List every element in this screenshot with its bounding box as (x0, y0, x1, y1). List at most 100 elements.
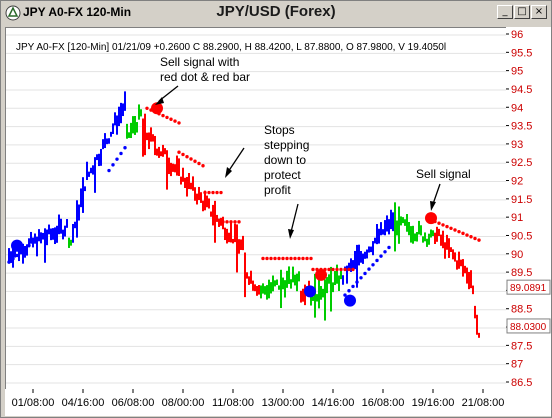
stop-dot (193, 159, 197, 163)
annotation-line: Sell signal with (160, 55, 239, 69)
y-tick-label: 94.5 (511, 84, 532, 96)
y-tick-label: 96 (511, 29, 523, 41)
close-icon: × (534, 6, 544, 17)
stop-dot (363, 271, 367, 276)
stop-dot (305, 256, 309, 261)
minimize-button[interactable]: _ (497, 5, 513, 19)
title-bar[interactable]: JPY A0-FX 120-Min JPY/USD (Forex) _ □ × (1, 1, 551, 25)
stop-dot (359, 276, 363, 280)
y-tick-label: 95.5 (511, 47, 532, 59)
annotation-line: Sell signal (416, 167, 471, 181)
stop-dot (261, 256, 265, 261)
x-tick-label: 01/08:00 (12, 397, 55, 409)
stop-dot (281, 256, 285, 261)
signal-dot (304, 285, 316, 298)
stop-dot (311, 267, 315, 272)
x-tick-label: 11/08:00 (212, 397, 254, 409)
x-tick-label: 21/08:00 (462, 397, 505, 409)
stop-dot (211, 190, 215, 195)
stop-dot (11, 257, 15, 261)
y-tick-label: 92.5 (511, 157, 532, 169)
stop-dot (449, 226, 453, 231)
stop-dot (445, 224, 449, 229)
stop-dot (229, 220, 233, 224)
x-axis[interactable]: 01/08:00 04/16:00 06/08:00 08/00:00 11/08:00… (5, 389, 551, 416)
x-tick-label: 13/00:00 (262, 397, 305, 409)
signal-dot (11, 239, 23, 252)
stop-dot (265, 256, 269, 261)
stop-dot (351, 284, 355, 289)
stop-dot (289, 256, 293, 261)
arrowhead (288, 229, 294, 239)
annotation-line: down to (264, 153, 306, 167)
y-tick-label: 88.5 (511, 304, 532, 316)
y-tick-label: 90 (511, 249, 523, 261)
app-icon (5, 5, 21, 21)
stop-dot (169, 117, 173, 121)
maximize-icon: □ (517, 6, 527, 17)
stop-dot (297, 256, 301, 261)
stop-dot (233, 220, 237, 224)
price-bars (8, 91, 480, 338)
arrowhead (430, 201, 436, 211)
stop-dot (457, 229, 461, 234)
stop-dot (437, 221, 441, 225)
maximize-button[interactable]: □ (514, 5, 530, 19)
stop-dot (371, 263, 375, 267)
signal-dot (151, 102, 163, 115)
stop-dot (355, 280, 359, 284)
annotation-sell-signal-red-dot: Sell signal with red dot & red bar (155, 55, 250, 105)
x-tick-label: 06/08:00 (112, 397, 155, 409)
plot-area[interactable]: JPY A0-FX [120-Min] 01/21/09 +0.2600 C 8… (5, 27, 507, 391)
signal-dots (11, 102, 437, 307)
y-tick-label: 86.5 (511, 377, 532, 389)
stop-dot (327, 267, 331, 272)
stop-dot (19, 250, 23, 254)
stop-dot (441, 223, 445, 227)
y-tick-label: 87 (511, 359, 523, 371)
stop-dot (331, 267, 335, 272)
stop-dot (387, 245, 391, 250)
stop-dot (375, 258, 379, 263)
y-tick-label: 95 (511, 66, 523, 78)
stop-dot (225, 220, 229, 224)
stop-dot (23, 247, 27, 251)
y-tick-label: 89.5 (511, 267, 532, 279)
y-tick-label: 91.5 (511, 194, 532, 206)
stop-dot (293, 256, 297, 261)
stop-dot (351, 267, 355, 272)
stop-dot (285, 256, 289, 261)
y-tick-label: 91 (511, 212, 523, 224)
stop-dot (173, 119, 177, 123)
y-axis[interactable]: 86.58787.58888.58989.59090.59191.59292.5… (506, 27, 551, 389)
price-chart[interactable]: JPY A0-FX [120-Min] 01/21/09 +0.2600 C 8… (6, 28, 506, 390)
stop-dot (269, 256, 273, 261)
stop-dot (111, 163, 115, 167)
minimize-icon: _ (502, 6, 508, 17)
stop-dot (165, 115, 169, 120)
annotation-arrow (227, 147, 245, 173)
stop-dot (219, 190, 223, 195)
y-tick-label: 90.5 (511, 230, 532, 242)
stop-dot (201, 164, 205, 168)
annotation-stops-stepping: Stops stepping down to protect profit (225, 123, 309, 239)
stop-dot (335, 267, 339, 272)
stop-dot (119, 151, 123, 156)
stop-dot (301, 256, 305, 261)
arrowhead (155, 97, 164, 105)
stop-dot (215, 190, 219, 195)
y-tick-label: 93 (511, 139, 523, 151)
stop-dot (339, 267, 343, 272)
close-button[interactable]: × (531, 5, 547, 19)
signal-dot (344, 294, 356, 307)
ohlc-info-line: JPY A0-FX [120-Min] 01/21/09 +0.2600 C 8… (16, 42, 446, 53)
stop-dot (221, 220, 225, 224)
stop-dot (123, 146, 127, 150)
annotation-line: stepping (264, 138, 309, 152)
stop-dot (273, 256, 277, 261)
x-tick-label: 16/08:00 (362, 397, 405, 409)
x-tick-label: 19/16:00 (412, 397, 455, 409)
annotation-sell-signal: Sell signal (416, 167, 471, 211)
price-label-box (506, 318, 551, 334)
stop-dot (379, 254, 383, 258)
